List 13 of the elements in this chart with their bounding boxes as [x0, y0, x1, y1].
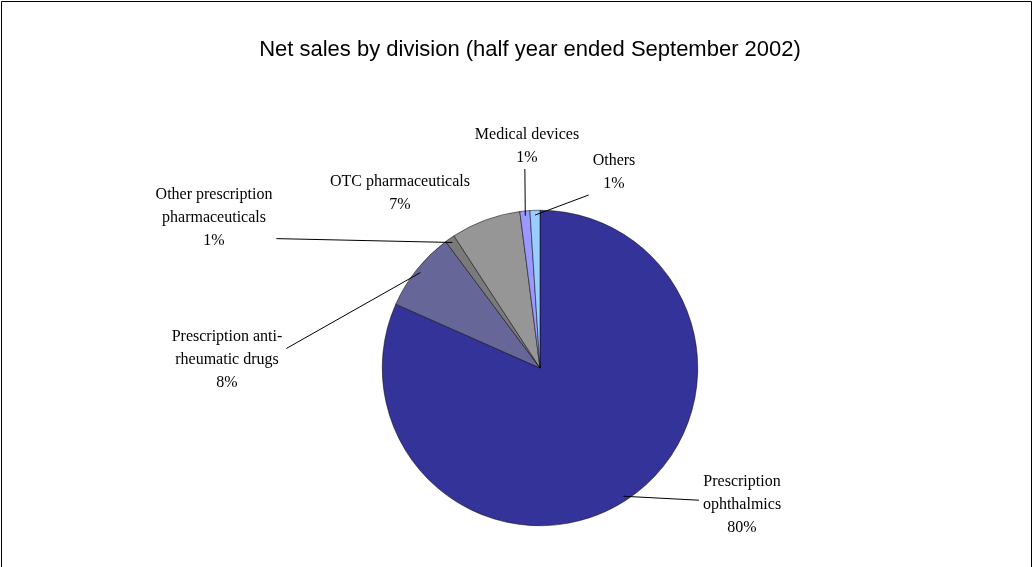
data-label: 80% [727, 518, 757, 536]
chart-title: Net sales by division (half year ended September 2002) [259, 36, 801, 62]
slice-label: Other prescription pharmaceuticals [155, 185, 273, 227]
slice-label: Prescription ophthalmics [702, 472, 782, 514]
slice-label: Medical devices [474, 124, 580, 142]
slice-label: OTC pharmaceuticals [330, 171, 470, 190]
slice-label: Others [592, 150, 636, 168]
data-label: 1% [516, 147, 538, 165]
slice-label: Prescription anti-rheumatic drugs [171, 327, 283, 369]
data-label: 8% [216, 373, 238, 391]
data-label: 1% [203, 231, 225, 249]
data-label: 7% [389, 194, 411, 212]
data-label: 1% [603, 173, 625, 191]
